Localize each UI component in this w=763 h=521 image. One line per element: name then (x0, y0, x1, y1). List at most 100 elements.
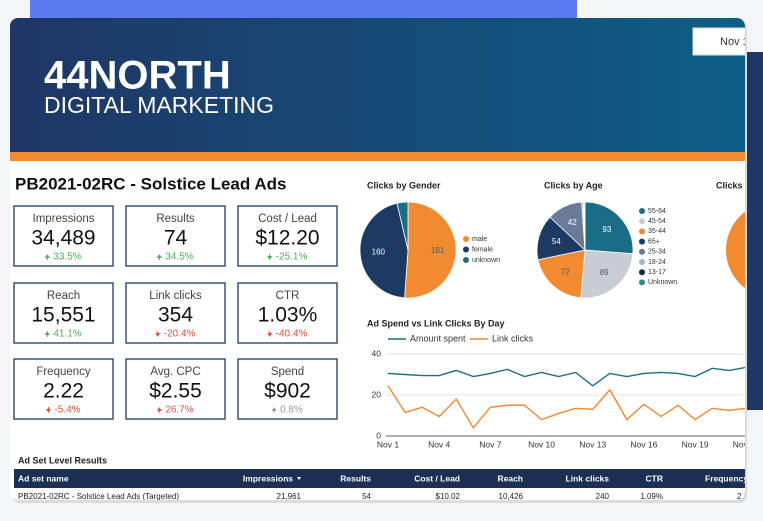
background-panel (745, 52, 763, 410)
series-line (387, 366, 745, 387)
x-tick-label: Nov 22 (733, 439, 760, 449)
legend-swatch (639, 279, 645, 286)
legend-swatch (639, 228, 645, 235)
x-tick-label: Nov 19 (682, 439, 709, 449)
kpi-change: 34.5% (165, 252, 193, 263)
kpi-label: Link clicks (149, 290, 202, 302)
date-picker[interactable] (692, 27, 753, 56)
trend-arrow (44, 254, 50, 258)
kpi-card (237, 282, 338, 344)
table-cell: 10,426 (499, 492, 524, 501)
x-tick-label: Nov 1 (377, 439, 399, 449)
legend-swatch (639, 259, 645, 265)
kpi-card (237, 358, 338, 420)
chart-title: Clicks by Gender (367, 180, 441, 190)
kpi-card (125, 205, 226, 267)
slice-label: 93 (602, 225, 611, 234)
kpi-label: Avg. CPC (150, 366, 200, 378)
legend-label: 55-64 (648, 208, 666, 215)
kpi-value: $2.55 (149, 380, 202, 403)
legend-label: female (472, 246, 493, 253)
header-band (10, 18, 745, 152)
kpi-change: -20.4% (164, 329, 196, 340)
pie-slice (583, 201, 586, 251)
kpi-value: $12.20 (255, 227, 319, 250)
legend-swatch (463, 236, 469, 242)
table-cell: 240 (596, 492, 610, 501)
kpi-value: $902 (264, 380, 311, 403)
report-card: 44NORTH DIGITAL MARKETING Nov 1 PB2021-0… (10, 18, 760, 501)
x-tick-label: Nov 13 (579, 439, 606, 449)
legend-label: Link clicks (492, 333, 534, 343)
report-title: PB2021-02RC - Solstice Lead Ads (15, 174, 286, 193)
trend-arrow (271, 407, 277, 411)
x-tick-label: Nov 16 (630, 439, 657, 449)
kpi-label: Cost / Lead (258, 213, 317, 225)
legend-swatch (639, 208, 645, 214)
trend-arrow (156, 407, 162, 411)
kpi-label: Reach (47, 290, 80, 302)
legend-label: Amount spent (410, 333, 466, 343)
y-tick-label: 0 (376, 430, 381, 440)
kpi-card (237, 205, 338, 267)
legend-label: male (472, 236, 487, 243)
header-stripe (10, 152, 745, 161)
chart-title: Clicks by Age (544, 180, 603, 190)
kpi-change: 41.1% (53, 329, 81, 340)
y-tick-label: 20 (372, 389, 382, 399)
legend-swatch (639, 269, 645, 276)
kpi-card (125, 282, 226, 344)
kpi-value: 15,551 (31, 304, 95, 327)
legend-swatch (639, 218, 645, 225)
trend-arrow (45, 409, 51, 413)
column-header: Cost / Lead (414, 473, 460, 483)
legend-swatch (463, 246, 469, 253)
slice-label: 160 (372, 247, 386, 256)
pie-slice (584, 201, 634, 255)
legend-label: Unknown (648, 279, 677, 286)
kpi-value: 34,489 (31, 227, 95, 250)
trend-arrow (267, 333, 273, 337)
kpi-label: Results (156, 213, 195, 225)
kpi-card (13, 358, 114, 420)
table-title: Ad Set Level Results (18, 455, 107, 465)
kpi-label: Frequency (36, 366, 91, 378)
kpi-label: CTR (276, 290, 300, 302)
trend-arrow (44, 331, 50, 335)
trend-arrow (155, 333, 161, 337)
sort-icon (297, 477, 301, 480)
column-header: CTR (646, 473, 663, 483)
legend-label: unknown (472, 257, 500, 264)
kpi-label: Spend (271, 366, 304, 378)
trend-arrow (156, 254, 162, 258)
date-range[interactable]: Nov 1 (720, 36, 749, 48)
slice-label: 72 (561, 267, 570, 276)
table-cell: 54 (362, 492, 371, 501)
legend-swatch (639, 238, 645, 245)
x-tick-label: Nov 7 (479, 439, 501, 449)
table-cell: 2.1 (737, 492, 749, 501)
legend-label: 18-24 (648, 259, 666, 266)
kpi-card (13, 205, 114, 267)
legend-label: 13-17 (648, 269, 666, 276)
legend-swatch (639, 248, 645, 255)
pie-slice (359, 202, 409, 299)
kpi-change: -25.1% (276, 252, 308, 263)
slice-label: 54 (552, 237, 561, 246)
x-tick-label: Nov 10 (528, 439, 555, 449)
column-header: Ad set name (18, 473, 69, 483)
kpi-change: -40.4% (276, 329, 308, 340)
legend-label: 35-44 (648, 228, 666, 235)
logo-bottom: DIGITAL MARKETING (44, 92, 274, 118)
trend-arrow (267, 256, 273, 260)
column-header: Results (340, 473, 371, 483)
kpi-label: Impressions (33, 213, 95, 225)
table-cell: PB2021-02RC - Solstice Lead Ads (Targete… (18, 492, 179, 501)
kpi-change: -5.4% (54, 405, 80, 416)
legend-label: 25-34 (648, 249, 666, 256)
kpi-value: 74 (164, 227, 188, 250)
y-tick-label: 40 (372, 348, 382, 358)
kpi-card (125, 358, 226, 420)
table-cell: 21,961 (277, 492, 302, 501)
